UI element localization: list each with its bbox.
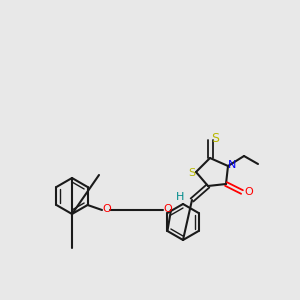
Text: S: S (188, 168, 196, 178)
Text: O: O (244, 187, 253, 197)
Text: N: N (228, 160, 236, 170)
Text: H: H (176, 192, 184, 202)
Text: O: O (164, 204, 172, 214)
Text: S: S (211, 131, 219, 145)
Text: O: O (103, 204, 111, 214)
